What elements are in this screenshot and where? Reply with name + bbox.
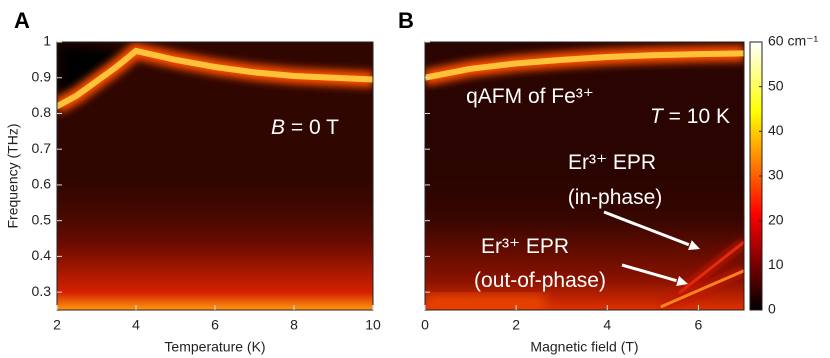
annotation-text: Er³⁺ EPR xyxy=(568,151,656,174)
ridge-line xyxy=(425,50,744,81)
colorbar-tick-label: 30 xyxy=(768,167,784,183)
heatmap xyxy=(425,42,744,310)
x-tick-label: 4 xyxy=(603,317,611,333)
colorbar-tick-label: 60 cm⁻¹ xyxy=(768,33,819,49)
annotation-text: qAFM of Fe³⁺ xyxy=(466,85,594,108)
heatmap xyxy=(57,42,373,310)
x-tick-label: 6 xyxy=(695,317,703,333)
ridge-line xyxy=(57,47,373,110)
annotation-text: (in-phase) xyxy=(568,186,663,209)
ridge-line xyxy=(660,269,744,308)
panel-label: A xyxy=(14,8,30,33)
x-axis-label: Magnetic field (T) xyxy=(530,339,638,355)
annotation: B = 0 T xyxy=(271,116,339,139)
x-tick-label: 2 xyxy=(512,317,520,333)
y-tick-label: 0.3 xyxy=(32,283,52,299)
annotation-var: B xyxy=(271,116,285,139)
y-tick-label: 0.9 xyxy=(32,68,52,84)
colorbar-tick-label: 40 xyxy=(768,122,784,138)
x-tick-label: 6 xyxy=(211,317,219,333)
y-axis-label: Frequency (THz) xyxy=(5,123,21,228)
annotation: (in-phase) xyxy=(568,186,663,209)
arrow-head xyxy=(688,240,700,250)
x-tick-label: 2 xyxy=(53,317,61,333)
y-tick-label: 0.8 xyxy=(32,104,52,120)
annotation-text: = 0 T xyxy=(285,116,339,139)
x-tick-label: 0 xyxy=(421,317,429,333)
colorbar-tick-label: 10 xyxy=(768,256,784,272)
colorbar-tick-label: 50 xyxy=(768,77,784,93)
annotation: (out-of-phase) xyxy=(474,269,606,292)
y-tick-label: 0.6 xyxy=(32,176,52,192)
annotation-text: = 10 K xyxy=(663,105,730,128)
heatmap-low-band xyxy=(57,162,373,310)
arrow-head xyxy=(676,275,688,287)
annotation-text: Er³⁺ EPR xyxy=(481,235,569,258)
colorbar-tick-label: 0 xyxy=(768,301,776,317)
annotation: Er³⁺ EPR xyxy=(568,151,656,174)
annotation: qAFM of Fe³⁺ xyxy=(466,85,594,108)
y-tick-label: 0.7 xyxy=(32,140,52,156)
x-tick-label: 10 xyxy=(365,317,381,333)
y-tick-label: 0.4 xyxy=(32,247,52,263)
low-glow xyxy=(425,294,545,310)
ridge-line xyxy=(678,240,744,294)
y-tick-label: 0.5 xyxy=(32,211,52,227)
y-tick-label: 1 xyxy=(43,33,51,49)
x-tick-label: 8 xyxy=(290,317,298,333)
plot-frame xyxy=(424,41,745,311)
annotation-var: T xyxy=(650,105,665,128)
arrow-shaft xyxy=(621,263,677,283)
annotation: Er³⁺ EPR xyxy=(481,235,569,258)
x-axis-label: Temperature (K) xyxy=(164,339,265,355)
annotation: T = 10 K xyxy=(650,105,730,128)
colorbar-tick-label: 20 xyxy=(768,211,784,227)
arrow-shaft xyxy=(603,210,690,247)
x-tick-label: 4 xyxy=(132,317,140,333)
panel-label: B xyxy=(398,8,414,33)
annotation-text: (out-of-phase) xyxy=(474,269,606,292)
